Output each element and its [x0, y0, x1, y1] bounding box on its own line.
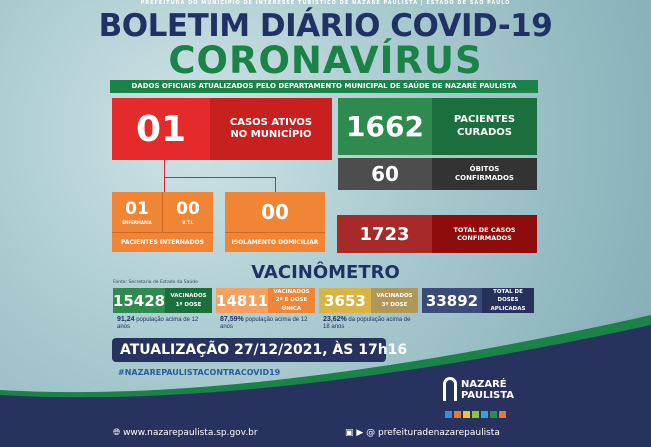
vaccine-label: VACINADOS 2ª E DOSE ÚNICA	[268, 288, 315, 313]
home-label: ISOLAMENTO DOMICILIAR	[225, 232, 325, 252]
facebook-youtube-instagram-icons: ▣ ▶ @	[345, 428, 379, 438]
vaccine-label-1: VACINADOS	[376, 293, 413, 300]
active-cases-card: 01 CASOS ATIVOS NO MUNICÍPIO	[112, 98, 332, 160]
home-value: 00	[261, 200, 289, 224]
vaccine-label-2: APLICADAS	[490, 305, 526, 312]
vaccine-label: VACINADOS 3ª DOSE	[371, 288, 418, 313]
vaccine-label-2: 3ª DOSE	[381, 301, 408, 308]
deaths-value: 60	[338, 158, 432, 190]
page-title: BOLETIM DIÁRIO COVID-19	[98, 8, 553, 44]
social-link[interactable]: ▣ ▶ @ prefeituradenazarepaulista	[345, 428, 500, 439]
vaccine-row: 15428 VACINADOS 1ª DOSE 91,24 população ac…	[113, 288, 534, 331]
deaths-label: ÓBITOS CONFIRMADOS	[432, 158, 537, 190]
vaccine-percent: 87,59%	[220, 316, 244, 323]
confirmed-label: TOTAL DE CASOS CONFIRMADOS	[432, 215, 537, 253]
city-logo: NAZARÉ PAULISTA	[443, 375, 515, 427]
vaccine-label-1: TOTAL DE DOSES	[493, 289, 523, 304]
social-text: prefeituradenazarepaulista	[378, 428, 500, 438]
active-value: 01	[112, 98, 210, 160]
vaccine-value: 33892	[422, 288, 482, 313]
vaccine-label-1: VACINADOS	[170, 293, 207, 300]
home-isolation-card: 00 ISOLAMENTO DOMICILIAR	[225, 192, 325, 252]
website-link[interactable]: 🌐︎ www.nazarepaulista.sp.gov.br	[113, 428, 258, 439]
ward-value: 01	[125, 199, 149, 219]
info-strip: DADOS OFICIAIS ATUALIZADOS PELO DEPARTAM…	[110, 80, 538, 93]
recovered-value: 1662	[338, 98, 432, 155]
vaccine-label-2: 1ª DOSE	[175, 301, 202, 308]
vaccine-card: 15428 VACINADOS 1ª DOSE 91,24 população ac…	[113, 288, 212, 331]
recovered-card: 1662 PACIENTES CURADOS	[338, 98, 537, 155]
vaccine-card: 14811 VACINADOS 2ª E DOSE ÚNICA 87,59% pop…	[216, 288, 315, 331]
svg-text:NAZARÉ: NAZARÉ	[461, 377, 507, 390]
vaccine-label-1: VACINADOS	[273, 289, 310, 296]
deaths-card: 60 ÓBITOS CONFIRMADOS	[338, 158, 537, 190]
vaccine-value: 3653	[319, 288, 371, 313]
vaccine-title: VACINÔMETRO	[251, 262, 400, 283]
vaccine-source: Fonte: Secretaria de Estado da Saúde	[113, 280, 198, 285]
hashtag: #NAZAREPAULISTACONTRACOVID19	[118, 368, 281, 377]
vaccine-note: população acima de 12 anos	[220, 317, 308, 330]
vaccine-value: 15428	[113, 288, 165, 313]
icu-value: 00	[176, 199, 200, 219]
confirmed-card: 1723 TOTAL DE CASOS CONFIRMADOS	[337, 215, 537, 253]
icu-label: U.T.I.	[182, 220, 194, 225]
vaccine-note: população acima de 12 anos	[117, 317, 199, 330]
vaccine-card: 33892 TOTAL DE DOSES APLICADAS	[422, 288, 534, 331]
recovered-label: PACIENTES CURADOS	[432, 98, 537, 155]
vaccine-value: 14811	[216, 288, 268, 313]
confirmed-value: 1723	[337, 215, 432, 253]
ward-label: ENFERMARIA	[122, 220, 152, 225]
update-banner: ATUALIZAÇÃO 27/12/2021, ÀS 17h16	[112, 338, 407, 362]
vaccine-card: 3653 VACINADOS 3ª DOSE 23,62% da população…	[319, 288, 418, 331]
vaccine-percent: 91,24	[117, 316, 135, 323]
vaccine-label-2: 2ª E DOSE ÚNICA	[275, 297, 308, 312]
top-line: PREFEITURA DO MUNICÍPIO DE INTERESSE TUR…	[140, 0, 511, 6]
svg-text:PAULISTA: PAULISTA	[461, 390, 514, 401]
vaccine-note: da população acima de 18 anos	[323, 317, 411, 330]
hospitalized-card: 01 ENFERMARIA 00 U.T.I. PACIENTES INTERNAD…	[112, 192, 213, 252]
active-label: CASOS ATIVOS NO MUNICÍPIO	[210, 98, 332, 160]
website-text: www.nazarepaulista.sp.gov.br	[123, 428, 258, 438]
vaccine-percent: 23,62%	[323, 316, 347, 323]
page-subtitle: CORONAVÍRUS	[168, 39, 483, 82]
vaccine-label: TOTAL DE DOSES APLICADAS	[482, 288, 534, 313]
globe-icon: 🌐︎	[113, 428, 124, 438]
hospitalized-label: PACIENTES INTERNADOS	[112, 232, 213, 252]
vaccine-label: VACINADOS 1ª DOSE	[165, 288, 212, 313]
